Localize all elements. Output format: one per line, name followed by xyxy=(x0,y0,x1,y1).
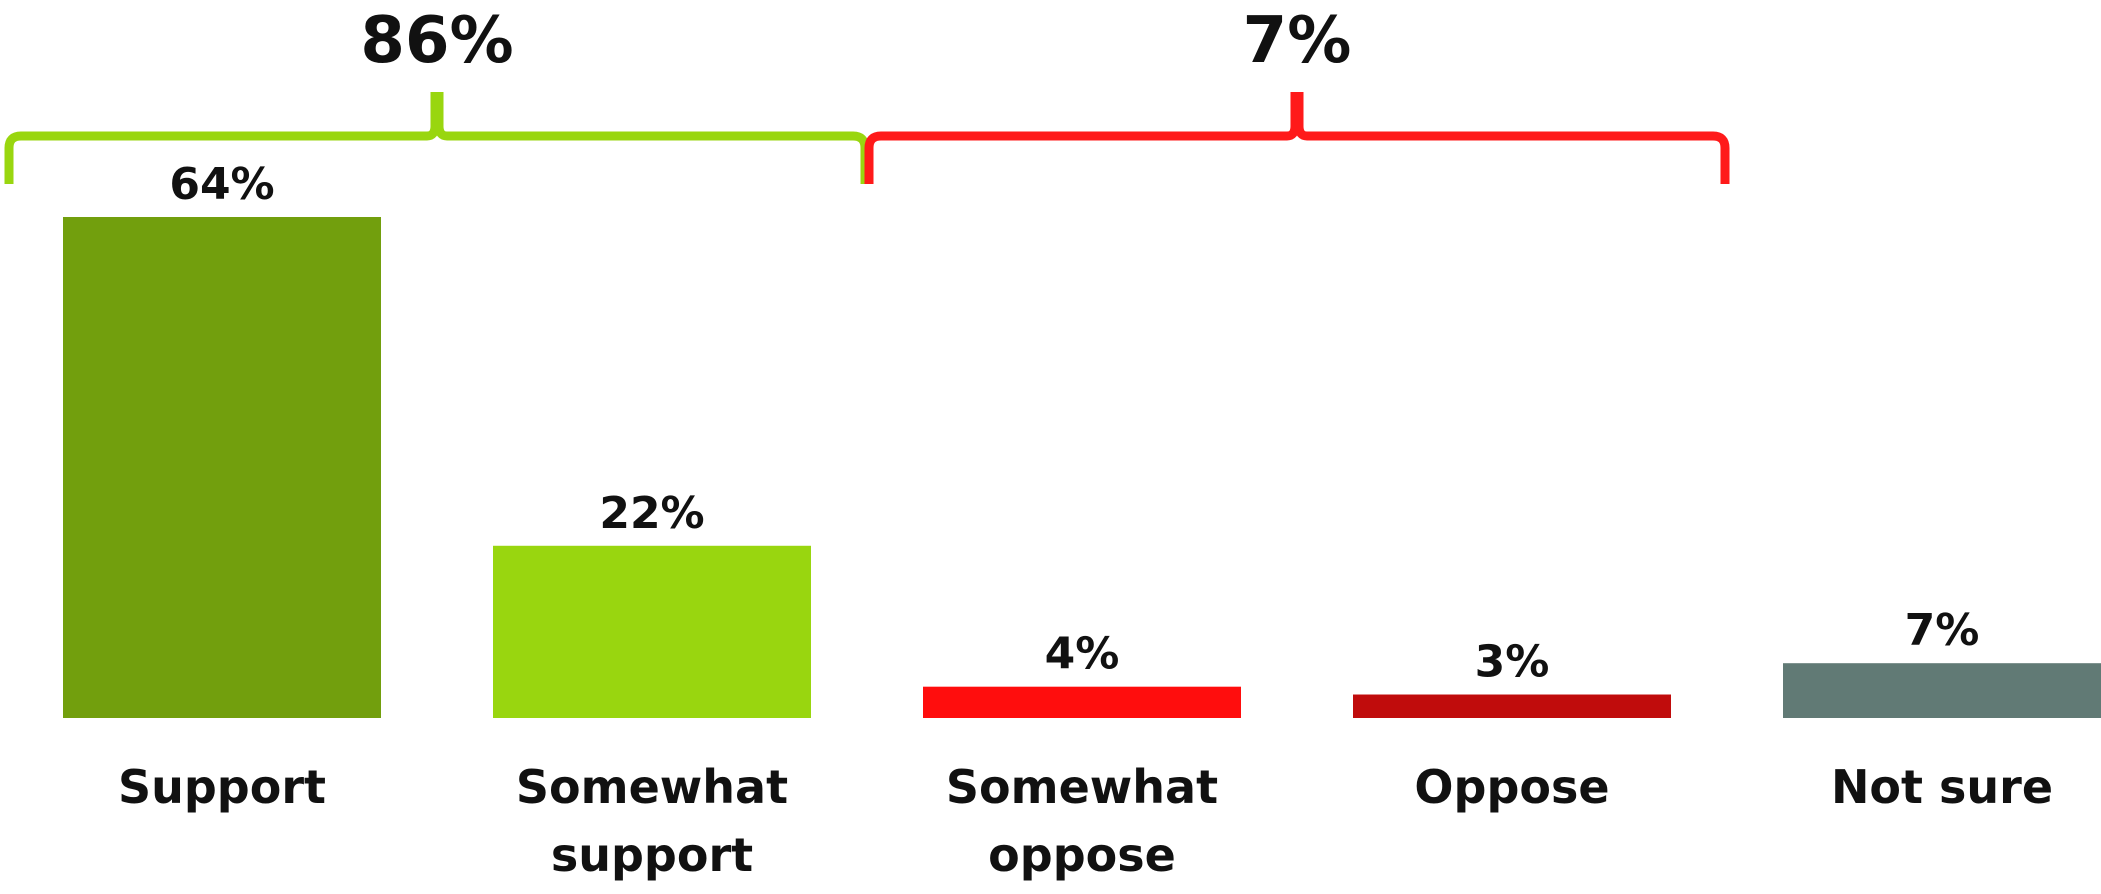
group-brackets: 86% 7% xyxy=(4,4,1730,184)
group-total-label-1: 86% xyxy=(360,4,513,78)
value-label-somewhat-oppose: 4% xyxy=(1045,629,1120,680)
value-labels: 64% 22% 4% 3% 7% xyxy=(169,159,1979,688)
category-label-somewhat-support-line-1: Somewhat xyxy=(516,760,788,814)
category-label-somewhat-oppose-line-1: Somewhat xyxy=(946,760,1218,814)
category-labels: Support Somewhat support Somewhat oppose Oppo… xyxy=(118,760,2053,882)
category-label-somewhat-oppose-line-2: oppose xyxy=(988,828,1176,882)
bar-oppose xyxy=(1353,694,1671,718)
bar-not-sure xyxy=(1783,663,2101,718)
value-label-somewhat-support: 22% xyxy=(599,488,704,539)
bar-somewhat-oppose xyxy=(923,686,1241,718)
group-bracket-1 xyxy=(4,92,870,184)
value-label-support: 64% xyxy=(169,159,274,210)
value-label-oppose: 3% xyxy=(1475,637,1550,688)
group-bracket-2 xyxy=(864,92,1730,184)
group-total-label-2: 7% xyxy=(1243,4,1352,78)
bars xyxy=(63,217,2101,718)
value-label-not-sure: 7% xyxy=(1905,605,1980,656)
bar-support xyxy=(63,217,381,718)
bar-somewhat-support xyxy=(493,545,811,718)
category-label-oppose: Oppose xyxy=(1414,760,1609,814)
category-label-somewhat-support-line-2: support xyxy=(551,828,753,882)
category-label-support: Support xyxy=(118,760,326,814)
category-label-not-sure: Not sure xyxy=(1831,760,2053,814)
